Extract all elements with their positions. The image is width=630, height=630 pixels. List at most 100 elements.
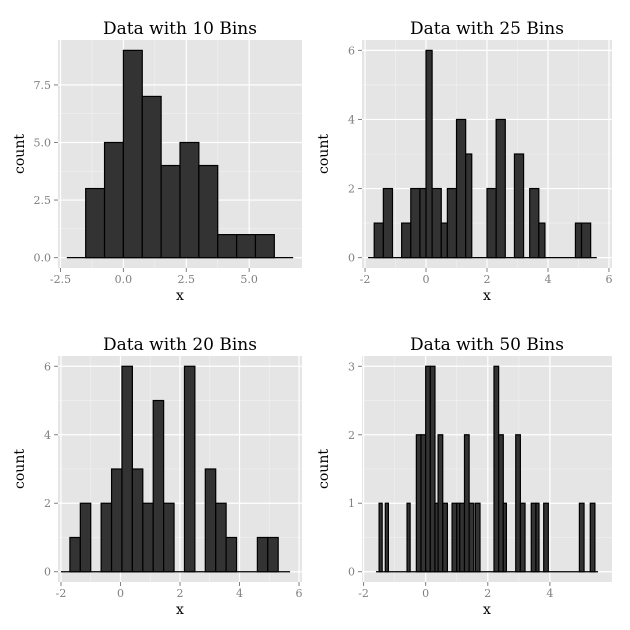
x-tick-label: 2.5	[178, 273, 196, 286]
x-axis-label: x	[483, 602, 491, 618]
y-axis-label: count	[12, 134, 28, 174]
y-axis-label: count	[12, 449, 28, 489]
histogram-bar	[70, 537, 80, 571]
histogram-bar	[582, 223, 591, 258]
histogram-bar	[447, 189, 456, 258]
histogram-bar	[374, 223, 383, 258]
histogram-bar	[407, 503, 410, 571]
panel-title: Data with 25 Bins	[410, 19, 564, 39]
histogram-bar	[579, 503, 584, 571]
histogram-bar	[122, 366, 132, 571]
histogram-bar	[385, 503, 388, 571]
histogram-bar	[438, 435, 443, 572]
histogram-bar	[199, 166, 218, 258]
y-tick-label: 4	[44, 429, 51, 442]
histogram-bar	[237, 235, 256, 258]
histogram-bar	[432, 189, 441, 258]
histogram-bar	[441, 223, 447, 258]
histogram-bar	[218, 235, 237, 258]
histogram-panel: -2 0 2 4 6 0 2 4 6 Data with 20 Bins x count	[12, 335, 303, 618]
y-axis-label: count	[316, 449, 332, 489]
histogram-bar	[416, 435, 421, 572]
histogram-bar	[420, 189, 426, 258]
x-tick-label: 6	[605, 273, 612, 286]
histogram-bar	[531, 503, 536, 571]
y-axis-label: count	[316, 134, 332, 174]
y-tick-label: 7.5	[34, 79, 52, 92]
histogram-bar	[590, 503, 595, 571]
y-tick-label: 3	[348, 360, 355, 373]
histogram-bar	[426, 366, 431, 571]
panel-title: Data with 50 Bins	[410, 335, 564, 355]
histogram-bar	[383, 189, 392, 258]
histogram-bar	[494, 366, 499, 571]
y-tick-label: 0	[348, 566, 355, 579]
x-tick-label: 0	[422, 587, 429, 600]
histogram-bar	[142, 96, 161, 257]
x-axis-label: x	[176, 288, 184, 304]
histogram-bar	[430, 366, 435, 571]
histogram-bar	[379, 503, 382, 571]
histogram-bar	[205, 469, 215, 572]
x-tick-label: 0	[117, 587, 124, 600]
histogram-bar	[402, 223, 411, 258]
histogram-bar	[255, 235, 274, 258]
histogram-bar	[466, 154, 472, 258]
histogram-bar	[496, 119, 505, 257]
x-tick-label: -2	[358, 587, 369, 600]
y-tick-label: 0	[348, 252, 355, 265]
x-tick-label: 4	[546, 587, 553, 600]
histogram-bar	[514, 154, 523, 258]
histogram-bar	[464, 435, 469, 572]
histogram-bar	[86, 189, 105, 258]
x-tick-label: 4	[236, 587, 243, 600]
y-tick-label: 2	[44, 497, 51, 510]
y-tick-label: 6	[44, 360, 51, 373]
histogram-bar	[216, 503, 226, 571]
histogram-bar	[520, 503, 525, 571]
y-tick-label: 1	[348, 497, 355, 510]
histogram-bar	[268, 537, 278, 571]
x-tick-label: 4	[544, 273, 551, 286]
histogram-bar	[164, 503, 174, 571]
x-tick-label: 0.0	[115, 273, 133, 286]
histogram-bar	[421, 435, 426, 572]
histogram-bar	[123, 50, 142, 257]
x-tick-label: -2	[360, 273, 371, 286]
y-tick-label: 2	[348, 183, 355, 196]
histogram-panel: -2 0 2 4 6 0 2 4 6 Data with 25 Bins x count	[316, 19, 612, 304]
y-tick-label: 0	[44, 566, 51, 579]
panel-title: Data with 10 Bins	[103, 19, 257, 39]
histogram-bar	[161, 166, 180, 258]
y-tick-label: 2	[348, 429, 355, 442]
y-tick-label: 2.5	[34, 194, 52, 207]
x-tick-label: 2	[484, 587, 491, 600]
histogram-bar	[530, 189, 539, 258]
x-tick-label: -2	[56, 587, 67, 600]
histogram-bar	[536, 503, 539, 571]
histogram-bar	[475, 503, 480, 571]
y-tick-label: 4	[348, 113, 355, 126]
histogram-bar	[539, 223, 545, 258]
histogram-bar	[411, 189, 420, 258]
x-tick-label: -2.5	[50, 273, 71, 286]
x-tick-label: 2	[177, 587, 184, 600]
histogram-bar	[101, 503, 111, 571]
histogram-bar	[112, 469, 122, 572]
x-tick-label: 5.0	[240, 273, 258, 286]
histogram-bar	[499, 435, 504, 572]
x-tick-label: 2	[484, 273, 491, 286]
y-tick-label: 6	[348, 44, 355, 57]
panel-title: Data with 20 Bins	[103, 335, 257, 355]
histogram-bar	[544, 503, 549, 571]
histogram-bar	[516, 435, 521, 572]
histogram-bar	[180, 142, 199, 257]
histogram-bar	[452, 503, 457, 571]
x-axis-label: x	[483, 288, 491, 304]
histogram-bar	[153, 401, 163, 572]
histogram-bar	[469, 503, 474, 571]
histogram-bar	[80, 503, 90, 571]
histogram-bar	[105, 142, 124, 257]
histogram-bar	[457, 119, 466, 257]
